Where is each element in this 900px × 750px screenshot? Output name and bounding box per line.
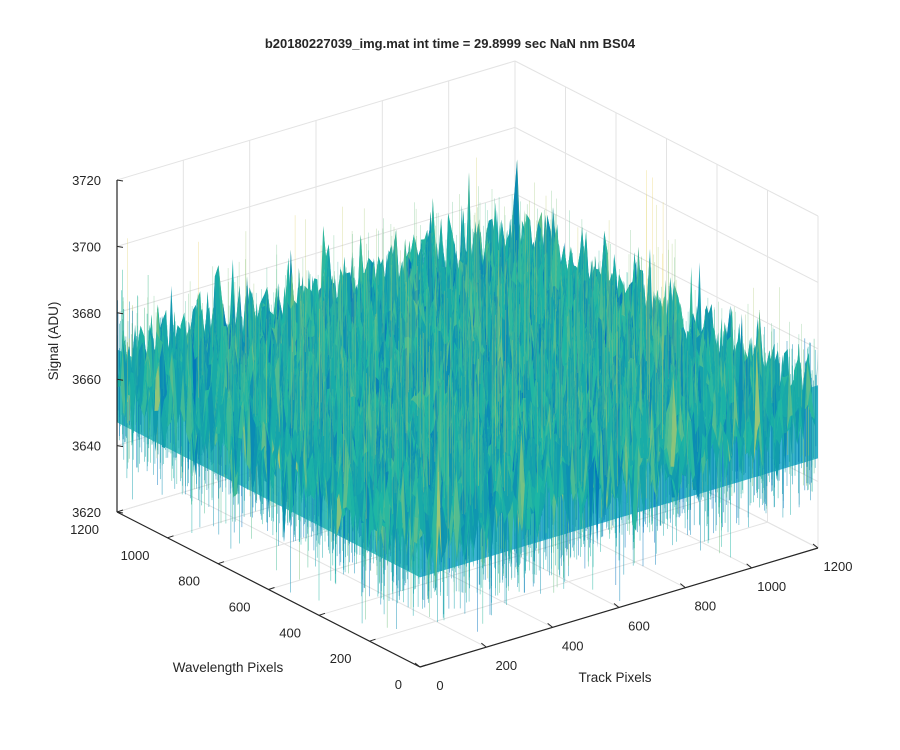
surface-cell [563,245,571,280]
grid-right-z [514,126,819,283]
surface-cell [538,211,545,310]
surface-cell [592,281,599,356]
surface-cell [336,266,343,381]
surface-cell [686,313,694,372]
surface-cell [488,250,495,305]
surface-cell [372,276,379,319]
surface-cell [448,213,455,273]
surface-cell [693,305,700,406]
surface-cell [431,280,439,364]
surface-cell [557,273,564,308]
surface-cell [608,326,615,374]
surface-cell [532,266,539,289]
grid-floor-y [369,521,768,642]
surface-cell [553,281,561,370]
grid-back-z [116,60,516,181]
surface-cell [671,308,678,384]
surface-cell [482,238,489,302]
surface-cell [463,261,470,345]
surface-cell [401,238,408,315]
grid-back-z [116,193,516,314]
surface-cell [475,219,482,271]
surface-cell [433,241,440,343]
grid-back-z [116,126,516,247]
grid-right-z [514,193,819,350]
surface-cell [318,276,326,344]
surface-cell [648,315,655,360]
surface-cell [544,307,551,382]
surface-cell [653,289,661,340]
surface-cell [419,302,426,327]
surface-cell [592,275,600,308]
surface-cell [488,281,495,317]
surface-cell [361,268,369,382]
surface-cell [629,291,636,378]
surface-cell [548,270,555,328]
surface-cell [516,224,523,331]
surface-cell [270,287,277,334]
surface-cell [356,234,364,316]
surface-cell [489,240,496,323]
surface-cell [604,290,611,340]
surface-cell [538,263,545,327]
surface-cell [420,229,428,261]
grid-right-z [514,60,819,217]
surface-cell [677,303,684,371]
surface-cell [369,260,376,332]
surface-cell [444,265,452,302]
surface-cell [494,266,501,369]
surface-cell [718,317,725,391]
surface-cell [468,274,476,321]
data-surface [117,157,818,632]
surface-cell [524,257,531,331]
